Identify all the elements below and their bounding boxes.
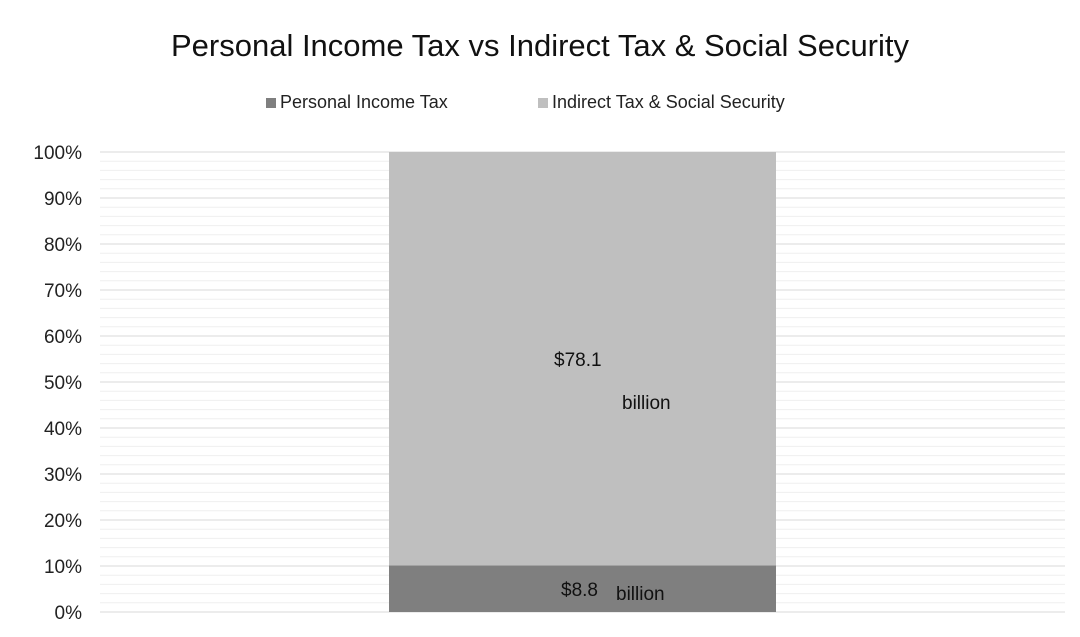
chart-title: Personal Income Tax vs Indirect Tax & So… (170, 28, 910, 63)
y-tick-label: 50% (44, 373, 82, 394)
legend-item-indirect-tax: Indirect Tax & Social Security (538, 92, 785, 113)
y-tick-label: 30% (44, 465, 82, 486)
y-tick-label: 20% (44, 511, 82, 532)
y-tick-label: 100% (33, 143, 82, 164)
data-label-value: $8.8 (561, 580, 598, 601)
legend-swatch-indirect-tax (538, 97, 548, 108)
y-tick-label: 60% (44, 327, 82, 348)
bar-segment-personal-income-tax (389, 565, 776, 612)
legend-swatch-personal-income-tax (266, 97, 276, 108)
legend-item-personal-income-tax: Personal Income Tax (266, 92, 448, 113)
y-tick-label: 10% (44, 557, 82, 578)
y-tick-label: 90% (44, 189, 82, 210)
legend: Personal Income Tax Indirect Tax & Socia… (0, 92, 1080, 116)
y-tick-label: 40% (44, 419, 82, 440)
data-label-value: $78.1 (554, 350, 602, 371)
y-tick-label: 80% (44, 235, 82, 256)
y-tick-label: 0% (55, 603, 83, 624)
legend-label-indirect-tax: Indirect Tax & Social Security (552, 92, 785, 112)
data-label-unit: billion (622, 393, 671, 414)
legend-label-personal-income-tax: Personal Income Tax (280, 92, 448, 112)
bar-segment-indirect-tax (389, 152, 776, 566)
y-tick-label: 70% (44, 281, 82, 302)
data-label-unit: billion (616, 584, 665, 605)
